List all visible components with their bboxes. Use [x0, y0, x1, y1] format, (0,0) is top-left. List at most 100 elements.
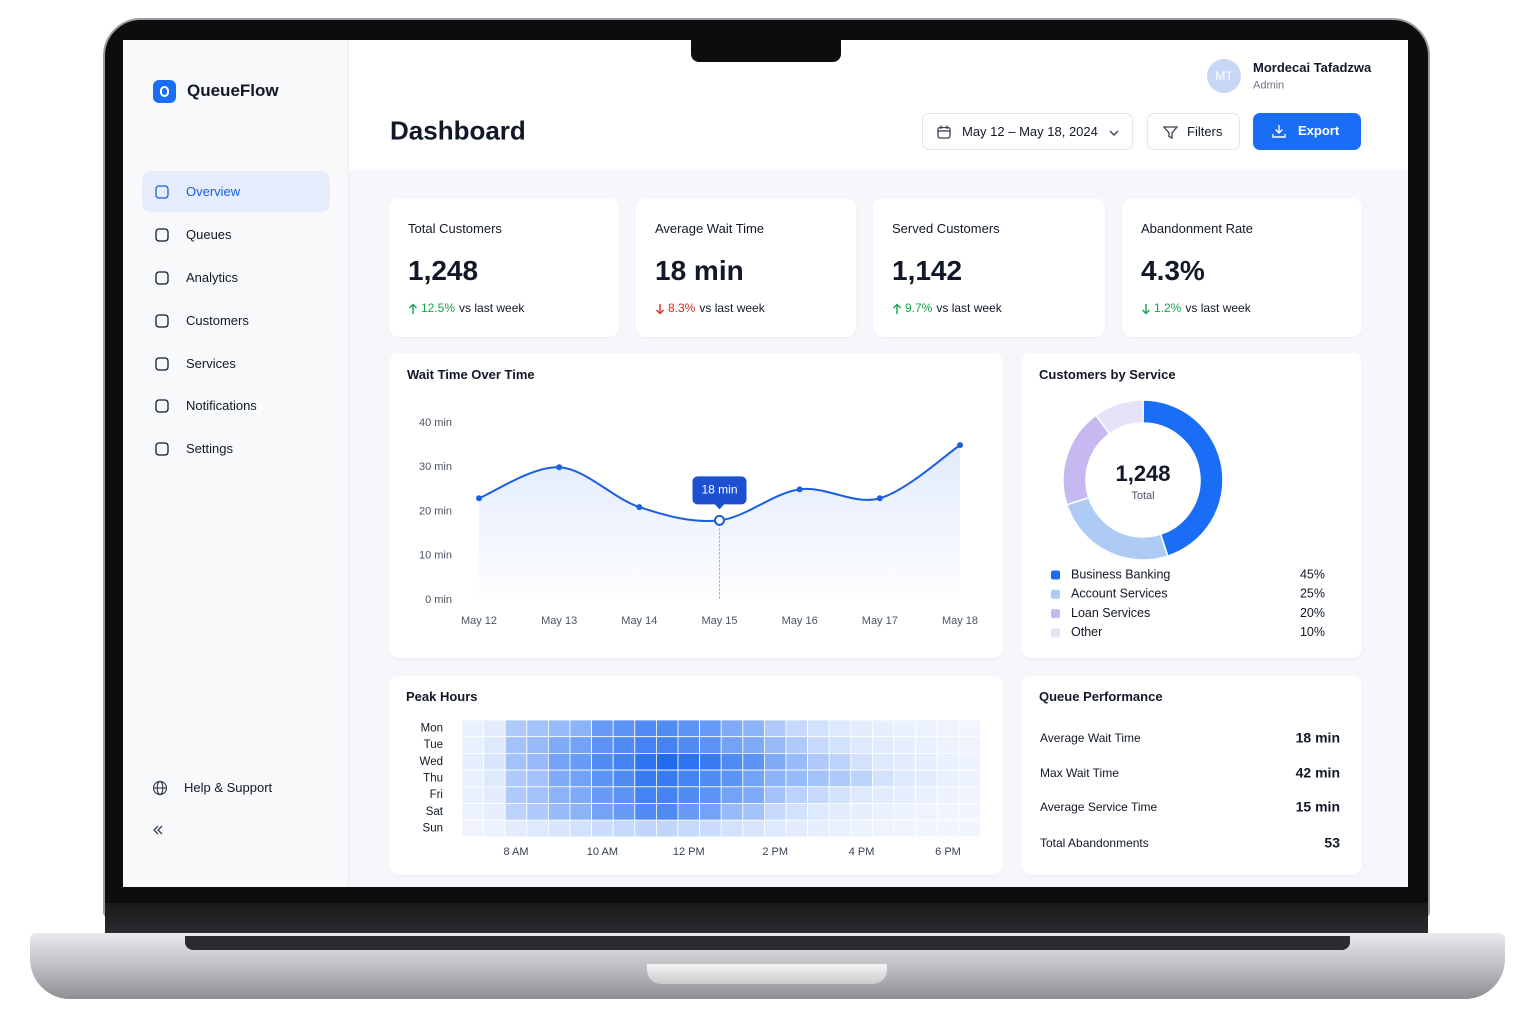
- date-range: May 12 – May 18, 2024: [962, 124, 1098, 140]
- kpi-trend-arrow: [1141, 302, 1151, 315]
- legend-swatch: [1051, 609, 1060, 619]
- filters-button[interactable]: Filters: [1147, 113, 1240, 150]
- line-chart-title: Wait Time Over Time: [407, 367, 535, 383]
- nav-item[interactable]: Services: [186, 356, 236, 372]
- heatmap-cell: [742, 719, 765, 738]
- heatmap-cell: [958, 719, 981, 738]
- heatmap-cell: [936, 769, 960, 788]
- nav-item[interactable]: Overview: [186, 184, 241, 200]
- heatmap-cell: [526, 786, 549, 804]
- heatmap-cell: [915, 719, 938, 738]
- heatmap-cell: [548, 719, 571, 738]
- y-tick-label: 0 min: [425, 594, 452, 606]
- nav-item[interactable]: Queues: [186, 227, 232, 243]
- arrow-icon: [1142, 304, 1150, 315]
- heatmap-cell: [677, 736, 701, 754]
- donut-slice: [1062, 414, 1111, 506]
- annotation-point: [714, 514, 725, 526]
- line-point: [476, 495, 482, 502]
- heatmap-cell: [872, 819, 895, 838]
- heatmap-cell: [720, 819, 744, 838]
- nav-item[interactable]: Notifications: [186, 398, 257, 414]
- heatmap-cell: [461, 719, 485, 738]
- nav-item[interactable]: Customers: [186, 313, 249, 329]
- kpi-card: [389, 198, 619, 337]
- heatmap-cell: [958, 803, 981, 821]
- heatmap-cell: [612, 786, 636, 804]
- metric-label: Average Service Time: [1040, 799, 1158, 814]
- nav-icon-glyph: [155, 399, 169, 413]
- heatmap-cell: [634, 786, 657, 804]
- heatmap-cell: [893, 769, 917, 788]
- nav-item[interactable]: Help & Support: [184, 780, 273, 796]
- user-role: Admin: [1253, 79, 1285, 92]
- heatmap-cell: [828, 803, 852, 821]
- x-tick-label: May 14: [621, 615, 657, 627]
- heatmap-cell: [807, 736, 830, 754]
- heatmap-cell: [656, 819, 679, 838]
- y-tick-label: Tue: [424, 739, 443, 751]
- heatmap-cell: [958, 786, 981, 804]
- filter-icon: [1163, 126, 1178, 139]
- heatmap-cell: [483, 819, 506, 838]
- heatmap-cell: [785, 786, 809, 804]
- heatmap-cell: [677, 753, 701, 771]
- kpi-note: vs last week: [459, 300, 525, 315]
- kpi-value: 1,142: [892, 255, 963, 287]
- heatmap-cell: [807, 786, 830, 804]
- x-tick-label: 4 PM: [849, 846, 875, 858]
- heatmap-cell: [569, 803, 593, 821]
- nav-icon-glyph: [155, 314, 169, 328]
- nav-item[interactable]: Analytics: [186, 270, 239, 286]
- heatmap-cell: [591, 736, 614, 754]
- heatmap-cell: [720, 719, 744, 738]
- heatmap-cell: [958, 736, 981, 754]
- metric-label: Max Wait Time: [1040, 765, 1119, 780]
- heatmap-cell: [872, 769, 895, 788]
- logo-icon: [153, 80, 176, 103]
- heatmap-cell: [936, 753, 960, 771]
- x-tick-label: May 15: [701, 615, 737, 627]
- heatmap-cell: [548, 819, 571, 838]
- heatmap-cell: [656, 769, 679, 788]
- kpi-change: 1.2%: [1154, 300, 1182, 315]
- heatmap-cell: [958, 819, 981, 838]
- heatmap-cell: [483, 719, 506, 738]
- heatmap-cell: [720, 786, 744, 804]
- nav-icon-glyph: [155, 228, 169, 242]
- heatmap-cell: [850, 719, 873, 738]
- heatmap-cell: [958, 753, 981, 771]
- export-button[interactable]: Export: [1253, 113, 1361, 150]
- x-tick-label: May 13: [541, 615, 577, 627]
- heatmap-cell: [828, 769, 852, 788]
- heatmap-cell: [656, 803, 679, 821]
- y-tick-label: 30 min: [419, 461, 452, 473]
- heatmap-cell: [850, 736, 873, 754]
- kpi-change: 8.3%: [668, 300, 696, 315]
- date-range-button[interactable]: May 12 – May 18, 2024: [922, 113, 1133, 150]
- heatmap-cell: [828, 819, 852, 838]
- x-tick-label: May 16: [782, 615, 818, 627]
- heatmap-cell: [828, 736, 852, 754]
- line-point: [796, 486, 803, 493]
- heatmap-cell: [569, 769, 593, 788]
- heatmap-cell: [872, 753, 895, 771]
- collapse-icon: [153, 825, 163, 835]
- heatmap-cell: [634, 719, 657, 738]
- kpi-change-row: 12.5% vs last week: [421, 301, 524, 315]
- heatmap-cell: [504, 786, 528, 804]
- heatmap-cell: [461, 753, 485, 771]
- chevron-down: [1109, 130, 1119, 136]
- kpi-trend-arrow: [892, 302, 902, 314]
- nav-item[interactable]: Settings: [186, 441, 233, 457]
- heatmap-cell: [872, 736, 895, 754]
- heatmap-cell: [504, 819, 528, 838]
- heatmap-cell: [483, 786, 506, 804]
- nav-icon: [154, 441, 170, 457]
- heatmap-cell: [461, 803, 485, 821]
- heatmap-cell: [677, 719, 701, 738]
- heatmap-cell: [483, 803, 506, 821]
- collapse-button[interactable]: [152, 823, 164, 835]
- heatmap-cell: [785, 803, 809, 821]
